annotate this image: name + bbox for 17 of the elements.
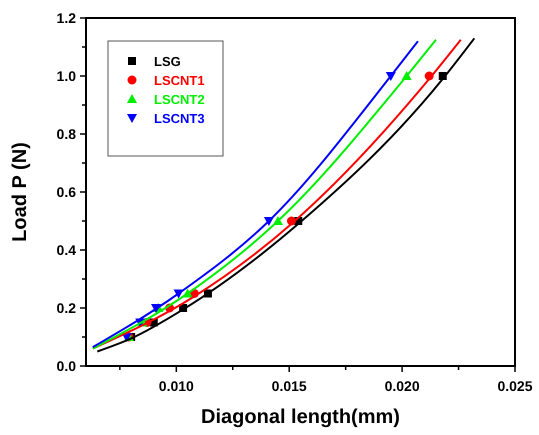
x-axis-title: Diagonal length(mm) (201, 406, 400, 428)
y-tick-label: 0.0 (56, 358, 76, 374)
y-tick-label: 1.2 (56, 10, 76, 26)
y-axis-title: Load P (N) (9, 142, 31, 242)
y-tick-label: 0.2 (56, 300, 76, 316)
y-tick-label: 0.6 (56, 184, 76, 200)
x-tick-label: 0.025 (497, 378, 533, 394)
legend-label: LSCNT1 (154, 73, 205, 88)
legend-label: LSCNT2 (154, 92, 205, 107)
x-tick-label: 0.010 (158, 378, 194, 394)
x-tick-label: 0.020 (384, 378, 420, 394)
x-tick-label: 0.015 (272, 378, 307, 394)
legend-label: LSCNT3 (154, 111, 205, 126)
y-tick-label: 0.8 (56, 126, 76, 142)
legend-label: LSG (154, 54, 181, 69)
y-tick-label: 0.4 (56, 242, 76, 258)
y-tick-label: 1.0 (56, 68, 76, 84)
